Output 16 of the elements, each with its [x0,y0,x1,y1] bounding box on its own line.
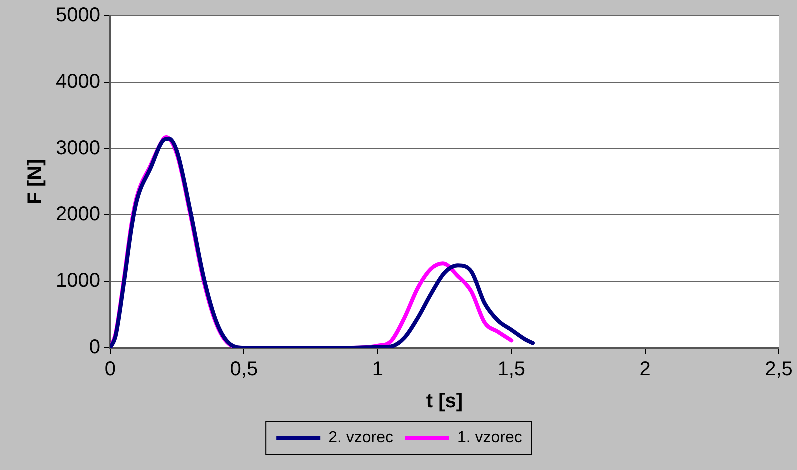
x-axis-title: t [s] [426,390,464,413]
legend-label: 2. vzorec [328,429,394,446]
y-tick-label: 5000 [56,4,100,27]
y-tick-label: 3000 [56,137,100,160]
x-tick-label: 2,5 [765,358,793,381]
y-tick-label: 4000 [56,70,100,93]
x-tick-label: 1 [372,358,384,381]
x-tick-label: 2 [640,358,651,381]
x-tick-label: 0,5 [230,358,258,381]
legend-label: 1. vzorec [458,429,522,446]
y-tick-label: 0 [89,336,100,359]
x-tick-label: 1,5 [498,358,526,381]
y-tick-label: 2000 [56,204,100,226]
x-tick-label: 0 [104,358,116,381]
y-axis-title: F [N] [24,159,47,205]
y-tick-label: 1000 [56,270,100,292]
